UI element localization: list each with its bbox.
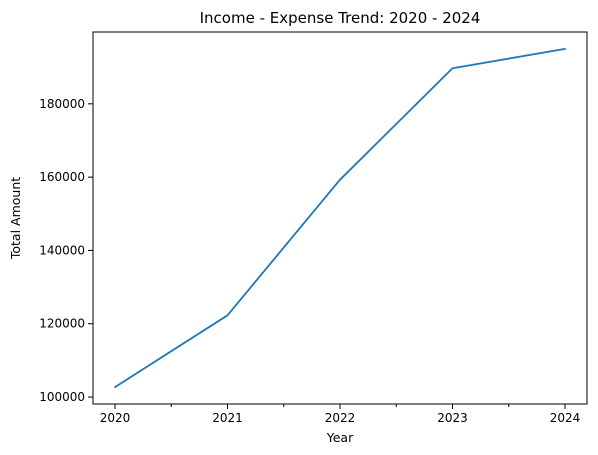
y-tick-label: 180000 xyxy=(39,97,85,111)
chart-title: Income - Expense Trend: 2020 - 2024 xyxy=(200,9,481,27)
ticks: 2020 2021 2022 2023 2024 100000 120000 140000 16… xyxy=(39,97,580,425)
y-tick-label: 100000 xyxy=(39,390,85,404)
x-tick-label: 2022 xyxy=(325,411,356,425)
series-line xyxy=(114,47,566,389)
y-tick-label: 160000 xyxy=(39,170,85,184)
y-axis-label: Total Amount xyxy=(8,177,23,260)
x-tick-label: 2023 xyxy=(437,411,468,425)
x-tick-label: 2024 xyxy=(550,411,581,425)
y-tick-label: 140000 xyxy=(39,243,85,257)
y-tick-label: 120000 xyxy=(39,317,85,331)
plot-background xyxy=(93,32,587,404)
x-axis-label: Year xyxy=(326,430,354,445)
x-tick-label: 2021 xyxy=(212,411,243,425)
x-tick-label: 2020 xyxy=(100,411,131,425)
plot-frame xyxy=(92,31,588,405)
